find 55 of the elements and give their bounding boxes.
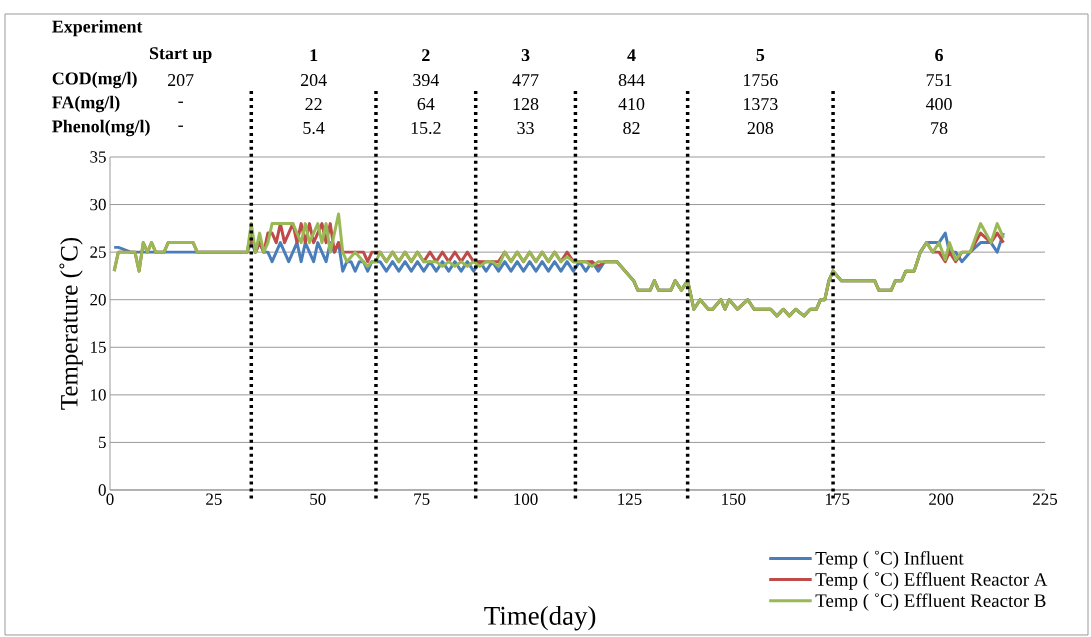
text: 1756 — [744, 74, 778, 87]
text: 4 — [627, 49, 636, 61]
text: COD(mg/l) — [52, 71, 137, 89]
text: 33 — [517, 121, 534, 135]
text: - — [178, 125, 183, 127]
y-tick-label: 25 — [90, 246, 106, 258]
y-tick-label: 20 — [90, 293, 106, 306]
x-tick-label: 225 — [1033, 493, 1058, 505]
y-tick-label: 0 — [98, 484, 106, 496]
x-tick-label: 25 — [206, 493, 222, 505]
x-tick-label: 100 — [514, 493, 538, 505]
text: 6 — [935, 49, 943, 62]
text: 5.4 — [303, 121, 325, 135]
text: 128 — [513, 98, 539, 111]
text: Start up — [149, 47, 212, 63]
x-tick-label: 0 — [106, 493, 114, 505]
y-tick-label: 5 — [99, 436, 106, 449]
legend-label: Temp ( ˚C) Influent — [815, 550, 964, 569]
x-tick-label: 150 — [722, 493, 746, 505]
y-tick-label: 35 — [90, 151, 106, 163]
text: 400 — [925, 98, 952, 111]
x-tick-label: 50 — [310, 493, 326, 505]
text: 207 — [167, 74, 194, 87]
text: 1 — [310, 49, 318, 62]
text: Experiment — [52, 19, 143, 37]
x-tick-label: 200 — [929, 493, 954, 505]
text: 477 — [512, 74, 539, 86]
y-tick-label: 30 — [90, 198, 106, 211]
text: 3 — [521, 49, 530, 62]
x-tick-label: 175 — [826, 493, 850, 505]
x-tick-label: 125 — [618, 493, 642, 505]
y-tick-label: 10 — [91, 389, 106, 401]
text: 64 — [417, 98, 435, 111]
x-axis-title: Time(day) — [484, 605, 596, 631]
text: 78 — [931, 121, 948, 135]
text: FA(mg/l) — [52, 95, 120, 113]
text: Phenol(mg/l) — [52, 119, 150, 137]
legend-label: Temp ( ˚C) Effluent Reactor B — [815, 593, 1046, 611]
text: - — [178, 101, 183, 103]
x-tick-label: 75 — [414, 493, 430, 505]
text: 204 — [300, 74, 327, 87]
text: 410 — [618, 98, 645, 111]
text: 208 — [747, 121, 774, 135]
text: 751 — [926, 74, 952, 87]
text: 82 — [623, 121, 640, 135]
text: 844 — [618, 74, 645, 87]
y-tick-label: 15 — [91, 341, 106, 353]
text: 5 — [756, 49, 765, 62]
legend-label: Temp ( ˚C) Effluent Reactor A — [815, 571, 1048, 590]
text: 22 — [305, 98, 322, 110]
y-axis-title: Temperature (˚C) — [59, 237, 83, 410]
text: 1373 — [744, 98, 778, 111]
text: 394 — [413, 74, 439, 87]
text: 2 — [422, 49, 430, 62]
text: 15.2 — [411, 121, 441, 135]
